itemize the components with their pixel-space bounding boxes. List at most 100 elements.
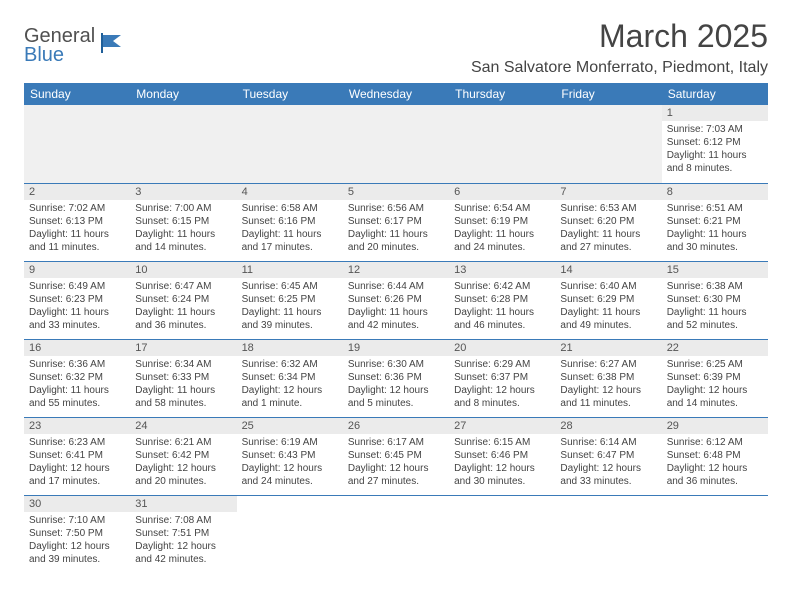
- calendar-day-cell: 3Sunrise: 7:00 AMSunset: 6:15 PMDaylight…: [130, 183, 236, 261]
- calendar-header-row: SundayMondayTuesdayWednesdayThursdayFrid…: [24, 83, 768, 105]
- calendar-day-cell: 9Sunrise: 6:49 AMSunset: 6:23 PMDaylight…: [24, 261, 130, 339]
- calendar-day-cell: 7 Sunrise: 6:53 AMSunset: 6:20 PMDaylight…: [555, 183, 661, 261]
- daylight-text: Daylight: 11 hours and 49 minutes.: [560, 306, 656, 332]
- calendar-day-cell: [555, 495, 661, 573]
- sunrise-text: Sunrise: 6:54 AM: [454, 202, 550, 215]
- calendar-week-row: 23Sunrise: 6:23 AMSunset: 6:41 PMDayligh…: [24, 417, 768, 495]
- weekday-header: Thursday: [449, 83, 555, 105]
- calendar-day-cell: [343, 105, 449, 183]
- sunset-text: Sunset: 6:28 PM: [454, 293, 550, 306]
- daylight-text: Daylight: 12 hours and 8 minutes.: [454, 384, 550, 410]
- sunrise-text: Sunrise: 6:49 AM: [29, 280, 125, 293]
- daylight-text: Daylight: 12 hours and 33 minutes.: [560, 462, 656, 488]
- day-info: Sunrise: 6:47 AMSunset: 6:24 PMDaylight:…: [130, 278, 236, 336]
- weekday-header: Sunday: [24, 83, 130, 105]
- calendar-day-cell: 28 Sunrise: 6:14 AMSunset: 6:47 PMDayligh…: [555, 417, 661, 495]
- daylight-text: Daylight: 11 hours and 39 minutes.: [242, 306, 338, 332]
- calendar-day-cell: 12Sunrise: 6:44 AMSunset: 6:26 PMDayligh…: [343, 261, 449, 339]
- day-info: Sunrise: 6:36 AMSunset: 6:32 PMDaylight:…: [24, 356, 130, 414]
- day-number: 29: [662, 418, 768, 434]
- daylight-text: Daylight: 11 hours and 36 minutes.: [135, 306, 231, 332]
- day-number: 19: [343, 340, 449, 356]
- day-number: 9: [24, 262, 130, 278]
- daylight-text: Daylight: 11 hours and 27 minutes.: [560, 228, 656, 254]
- sunrise-text: Sunrise: 6:30 AM: [348, 358, 444, 371]
- daylight-text: Daylight: 12 hours and 30 minutes.: [454, 462, 550, 488]
- daylight-text: Daylight: 12 hours and 42 minutes.: [135, 540, 231, 566]
- day-info: Sunrise: 6:29 AMSunset: 6:37 PMDaylight:…: [449, 356, 555, 414]
- calendar-day-cell: 29Sunrise: 6:12 AMSunset: 6:48 PMDayligh…: [662, 417, 768, 495]
- daylight-text: Daylight: 11 hours and 46 minutes.: [454, 306, 550, 332]
- day-number: 14: [555, 262, 661, 278]
- daylight-text: Daylight: 12 hours and 14 minutes.: [667, 384, 763, 410]
- day-info: Sunrise: 6:30 AMSunset: 6:36 PMDaylight:…: [343, 356, 449, 414]
- sunrise-text: Sunrise: 6:45 AM: [242, 280, 338, 293]
- logo-word-blue: Blue: [24, 45, 95, 65]
- sunset-text: Sunset: 6:17 PM: [348, 215, 444, 228]
- daylight-text: Daylight: 11 hours and 8 minutes.: [667, 149, 763, 175]
- day-number: 25: [237, 418, 343, 434]
- sunset-text: Sunset: 6:20 PM: [560, 215, 656, 228]
- weekday-header: Saturday: [662, 83, 768, 105]
- day-info: Sunrise: 6:51 AMSunset: 6:21 PMDaylight:…: [662, 200, 768, 258]
- day-number: 30: [24, 496, 130, 512]
- sunrise-text: Sunrise: 7:10 AM: [29, 514, 125, 527]
- sunrise-text: Sunrise: 6:58 AM: [242, 202, 338, 215]
- daylight-text: Daylight: 12 hours and 36 minutes.: [667, 462, 763, 488]
- sunrise-text: Sunrise: 6:23 AM: [29, 436, 125, 449]
- calendar-page: General Blue March 2025 San Salvatore Mo…: [0, 0, 792, 591]
- day-info: Sunrise: 6:23 AMSunset: 6:41 PMDaylight:…: [24, 434, 130, 492]
- weekday-header: Monday: [130, 83, 236, 105]
- sunset-text: Sunset: 6:47 PM: [560, 449, 656, 462]
- day-info: Sunrise: 6:56 AMSunset: 6:17 PMDaylight:…: [343, 200, 449, 258]
- day-number: 18: [237, 340, 343, 356]
- sunset-text: Sunset: 6:16 PM: [242, 215, 338, 228]
- day-number: 20: [449, 340, 555, 356]
- calendar-body: 1Sunrise: 7:03 AMSunset: 6:12 PMDaylight…: [24, 105, 768, 573]
- daylight-text: Daylight: 11 hours and 17 minutes.: [242, 228, 338, 254]
- calendar-day-cell: 30Sunrise: 7:10 AMSunset: 7:50 PMDayligh…: [24, 495, 130, 573]
- daylight-text: Daylight: 11 hours and 30 minutes.: [667, 228, 763, 254]
- daylight-text: Daylight: 11 hours and 55 minutes.: [29, 384, 125, 410]
- daylight-text: Daylight: 11 hours and 42 minutes.: [348, 306, 444, 332]
- calendar-day-cell: 24Sunrise: 6:21 AMSunset: 6:42 PMDayligh…: [130, 417, 236, 495]
- day-number: 6: [449, 184, 555, 200]
- day-info: Sunrise: 7:08 AMSunset: 7:51 PMDaylight:…: [130, 512, 236, 570]
- sunrise-text: Sunrise: 7:02 AM: [29, 202, 125, 215]
- sunrise-text: Sunrise: 6:14 AM: [560, 436, 656, 449]
- day-info: Sunrise: 7:00 AMSunset: 6:15 PMDaylight:…: [130, 200, 236, 258]
- day-number: 24: [130, 418, 236, 434]
- daylight-text: Daylight: 11 hours and 52 minutes.: [667, 306, 763, 332]
- daylight-text: Daylight: 12 hours and 39 minutes.: [29, 540, 125, 566]
- location-subtitle: San Salvatore Monferrato, Piedmont, Ital…: [471, 59, 768, 77]
- daylight-text: Daylight: 11 hours and 58 minutes.: [135, 384, 231, 410]
- calendar-day-cell: 26Sunrise: 6:17 AMSunset: 6:45 PMDayligh…: [343, 417, 449, 495]
- day-number: 10: [130, 262, 236, 278]
- day-info: Sunrise: 6:58 AMSunset: 6:16 PMDaylight:…: [237, 200, 343, 258]
- sunset-text: Sunset: 6:24 PM: [135, 293, 231, 306]
- sunrise-text: Sunrise: 6:25 AM: [667, 358, 763, 371]
- calendar-day-cell: 11Sunrise: 6:45 AMSunset: 6:25 PMDayligh…: [237, 261, 343, 339]
- sunrise-text: Sunrise: 6:53 AM: [560, 202, 656, 215]
- weekday-header: Friday: [555, 83, 661, 105]
- daylight-text: Daylight: 11 hours and 24 minutes.: [454, 228, 550, 254]
- calendar-day-cell: [449, 105, 555, 183]
- daylight-text: Daylight: 12 hours and 17 minutes.: [29, 462, 125, 488]
- sunrise-text: Sunrise: 7:08 AM: [135, 514, 231, 527]
- calendar-week-row: 16Sunrise: 6:36 AMSunset: 6:32 PMDayligh…: [24, 339, 768, 417]
- sunset-text: Sunset: 6:39 PM: [667, 371, 763, 384]
- day-number: 7: [555, 184, 661, 200]
- calendar-day-cell: 14Sunrise: 6:40 AMSunset: 6:29 PMDayligh…: [555, 261, 661, 339]
- day-number: 28: [555, 418, 661, 434]
- sunset-text: Sunset: 6:41 PM: [29, 449, 125, 462]
- daylight-text: Daylight: 12 hours and 5 minutes.: [348, 384, 444, 410]
- day-number: 27: [449, 418, 555, 434]
- sunset-text: Sunset: 6:23 PM: [29, 293, 125, 306]
- sunrise-text: Sunrise: 6:42 AM: [454, 280, 550, 293]
- day-info: Sunrise: 6:34 AMSunset: 6:33 PMDaylight:…: [130, 356, 236, 414]
- calendar-day-cell: 1Sunrise: 7:03 AMSunset: 6:12 PMDaylight…: [662, 105, 768, 183]
- daylight-text: Daylight: 12 hours and 20 minutes.: [135, 462, 231, 488]
- day-info: Sunrise: 6:49 AMSunset: 6:23 PMDaylight:…: [24, 278, 130, 336]
- sunrise-text: Sunrise: 6:21 AM: [135, 436, 231, 449]
- sunset-text: Sunset: 6:12 PM: [667, 136, 763, 149]
